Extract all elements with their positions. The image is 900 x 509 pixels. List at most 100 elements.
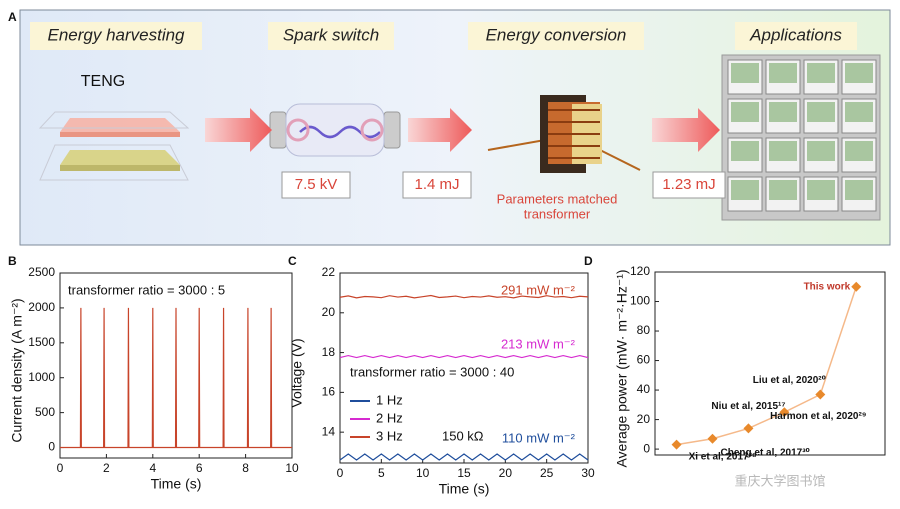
y-tick-label: 2500	[28, 265, 55, 279]
display-screen	[845, 102, 873, 122]
stage-label: Energy harvesting	[47, 25, 185, 44]
device-label: TENG	[81, 73, 125, 90]
applications-illustration	[721, 54, 881, 221]
y-tick-label: 14	[322, 424, 336, 438]
annotation: transformer ratio = 3000 : 5	[68, 282, 225, 297]
display-screen	[807, 63, 835, 83]
data-point	[815, 389, 826, 400]
display-screen	[807, 180, 835, 200]
spark-switch-illustration	[269, 103, 401, 157]
annotation: 291 mW m⁻²	[501, 282, 576, 297]
display-screen	[731, 180, 759, 200]
y-tick-label: 500	[35, 405, 55, 419]
data-point	[779, 407, 790, 418]
stage-boxes	[30, 22, 857, 50]
panel-label: B	[8, 254, 17, 268]
y-tick-label: 80	[637, 323, 651, 337]
panel-label: D	[584, 254, 593, 268]
point-label: Xi et al, 2017²⁸	[689, 451, 757, 462]
display-screen	[769, 141, 797, 161]
y-tick-label: 20	[637, 412, 651, 426]
x-tick-label: 0	[337, 466, 344, 480]
x-tick-label: 2	[103, 461, 110, 475]
stage-box	[268, 22, 394, 50]
data-line	[60, 307, 292, 449]
annotation: 150 kΩ	[442, 428, 484, 443]
point-label: Harmon et al, 2020²⁹	[770, 411, 867, 422]
y-tick-label: 1000	[28, 370, 55, 384]
y-tick-label: 100	[630, 294, 650, 308]
y-tick-label: 0	[48, 440, 55, 454]
data-point	[743, 423, 754, 434]
arrows	[205, 108, 720, 152]
value-label: 1.4 mJ	[414, 176, 459, 193]
display-screen	[807, 141, 835, 161]
display-screen	[845, 63, 873, 83]
panel-label: C	[288, 254, 297, 268]
data-point	[707, 433, 718, 444]
y-tick-label: 2000	[28, 300, 55, 314]
x-axis-label: Time (s)	[151, 476, 202, 492]
data-line	[339, 453, 589, 461]
y-tick-label: 22	[322, 265, 336, 279]
stage-box	[735, 22, 857, 50]
display-screen	[845, 180, 873, 200]
x-axis-label: Time (s)	[439, 481, 490, 497]
y-tick-label: 1500	[28, 335, 55, 349]
transformer-illustration	[487, 95, 641, 173]
annotation: 110 mW m⁻²	[502, 430, 576, 445]
y-axis-label: Current density (A m⁻²)	[9, 298, 25, 442]
panel-label: A	[8, 10, 17, 24]
data-point	[671, 439, 682, 450]
display-screen	[769, 180, 797, 200]
y-tick-label: 60	[637, 353, 651, 367]
point-label: This work	[804, 281, 851, 292]
point-label: Niu et al, 2015¹⁷	[711, 401, 785, 412]
y-tick-label: 16	[322, 385, 336, 399]
data-line	[339, 294, 589, 299]
x-tick-label: 5	[378, 466, 385, 480]
point-label: Liu et al, 2020²⁰	[753, 375, 826, 386]
watermark: 重庆大学图书馆	[734, 473, 825, 488]
data-line	[676, 286, 857, 446]
y-tick-label: 18	[322, 345, 336, 359]
stage-box	[30, 22, 202, 50]
stage-label: Applications	[749, 25, 842, 44]
plot-frame	[654, 271, 886, 456]
stage-box	[468, 22, 644, 50]
display-screen	[731, 102, 759, 122]
display-screen	[731, 63, 759, 83]
value-label: 1.23 mJ	[662, 176, 715, 193]
x-tick-label: 10	[285, 461, 299, 475]
teng-illustration	[38, 111, 190, 181]
x-tick-label: 25	[540, 466, 554, 480]
data-line	[339, 354, 589, 359]
transformer-label: transformer	[524, 206, 591, 221]
x-tick-label: 20	[499, 466, 513, 480]
plot-frame	[59, 272, 293, 459]
x-tick-label: 10	[416, 466, 430, 480]
data-point	[851, 281, 862, 292]
y-tick-label: 20	[322, 305, 336, 319]
display-screen	[769, 63, 797, 83]
point-label: Cheng et al, 2017³⁰	[721, 447, 810, 458]
legend-label: 3 Hz	[376, 428, 403, 443]
legend-label: 2 Hz	[376, 410, 403, 425]
stage-label: Spark switch	[283, 25, 379, 44]
y-tick-label: 0	[643, 441, 650, 455]
legend-label: 1 Hz	[376, 392, 403, 407]
x-tick-label: 0	[57, 461, 64, 475]
value-boxes	[281, 171, 726, 199]
x-tick-label: 15	[457, 466, 471, 480]
y-axis-label: Average power (mW· m⁻²·Hz⁻¹)	[614, 269, 630, 467]
display-screen	[845, 141, 873, 161]
value-label: 7.5 kV	[295, 176, 338, 193]
transformer-label: Parameters matched	[497, 191, 618, 206]
y-axis-label: Voltage (V)	[289, 338, 305, 407]
display-screen	[731, 141, 759, 161]
annotation: transformer ratio = 3000 : 40	[350, 364, 514, 379]
x-tick-label: 4	[149, 461, 156, 475]
display-screen	[807, 102, 835, 122]
annotation: 213 mW m⁻²	[501, 336, 576, 351]
